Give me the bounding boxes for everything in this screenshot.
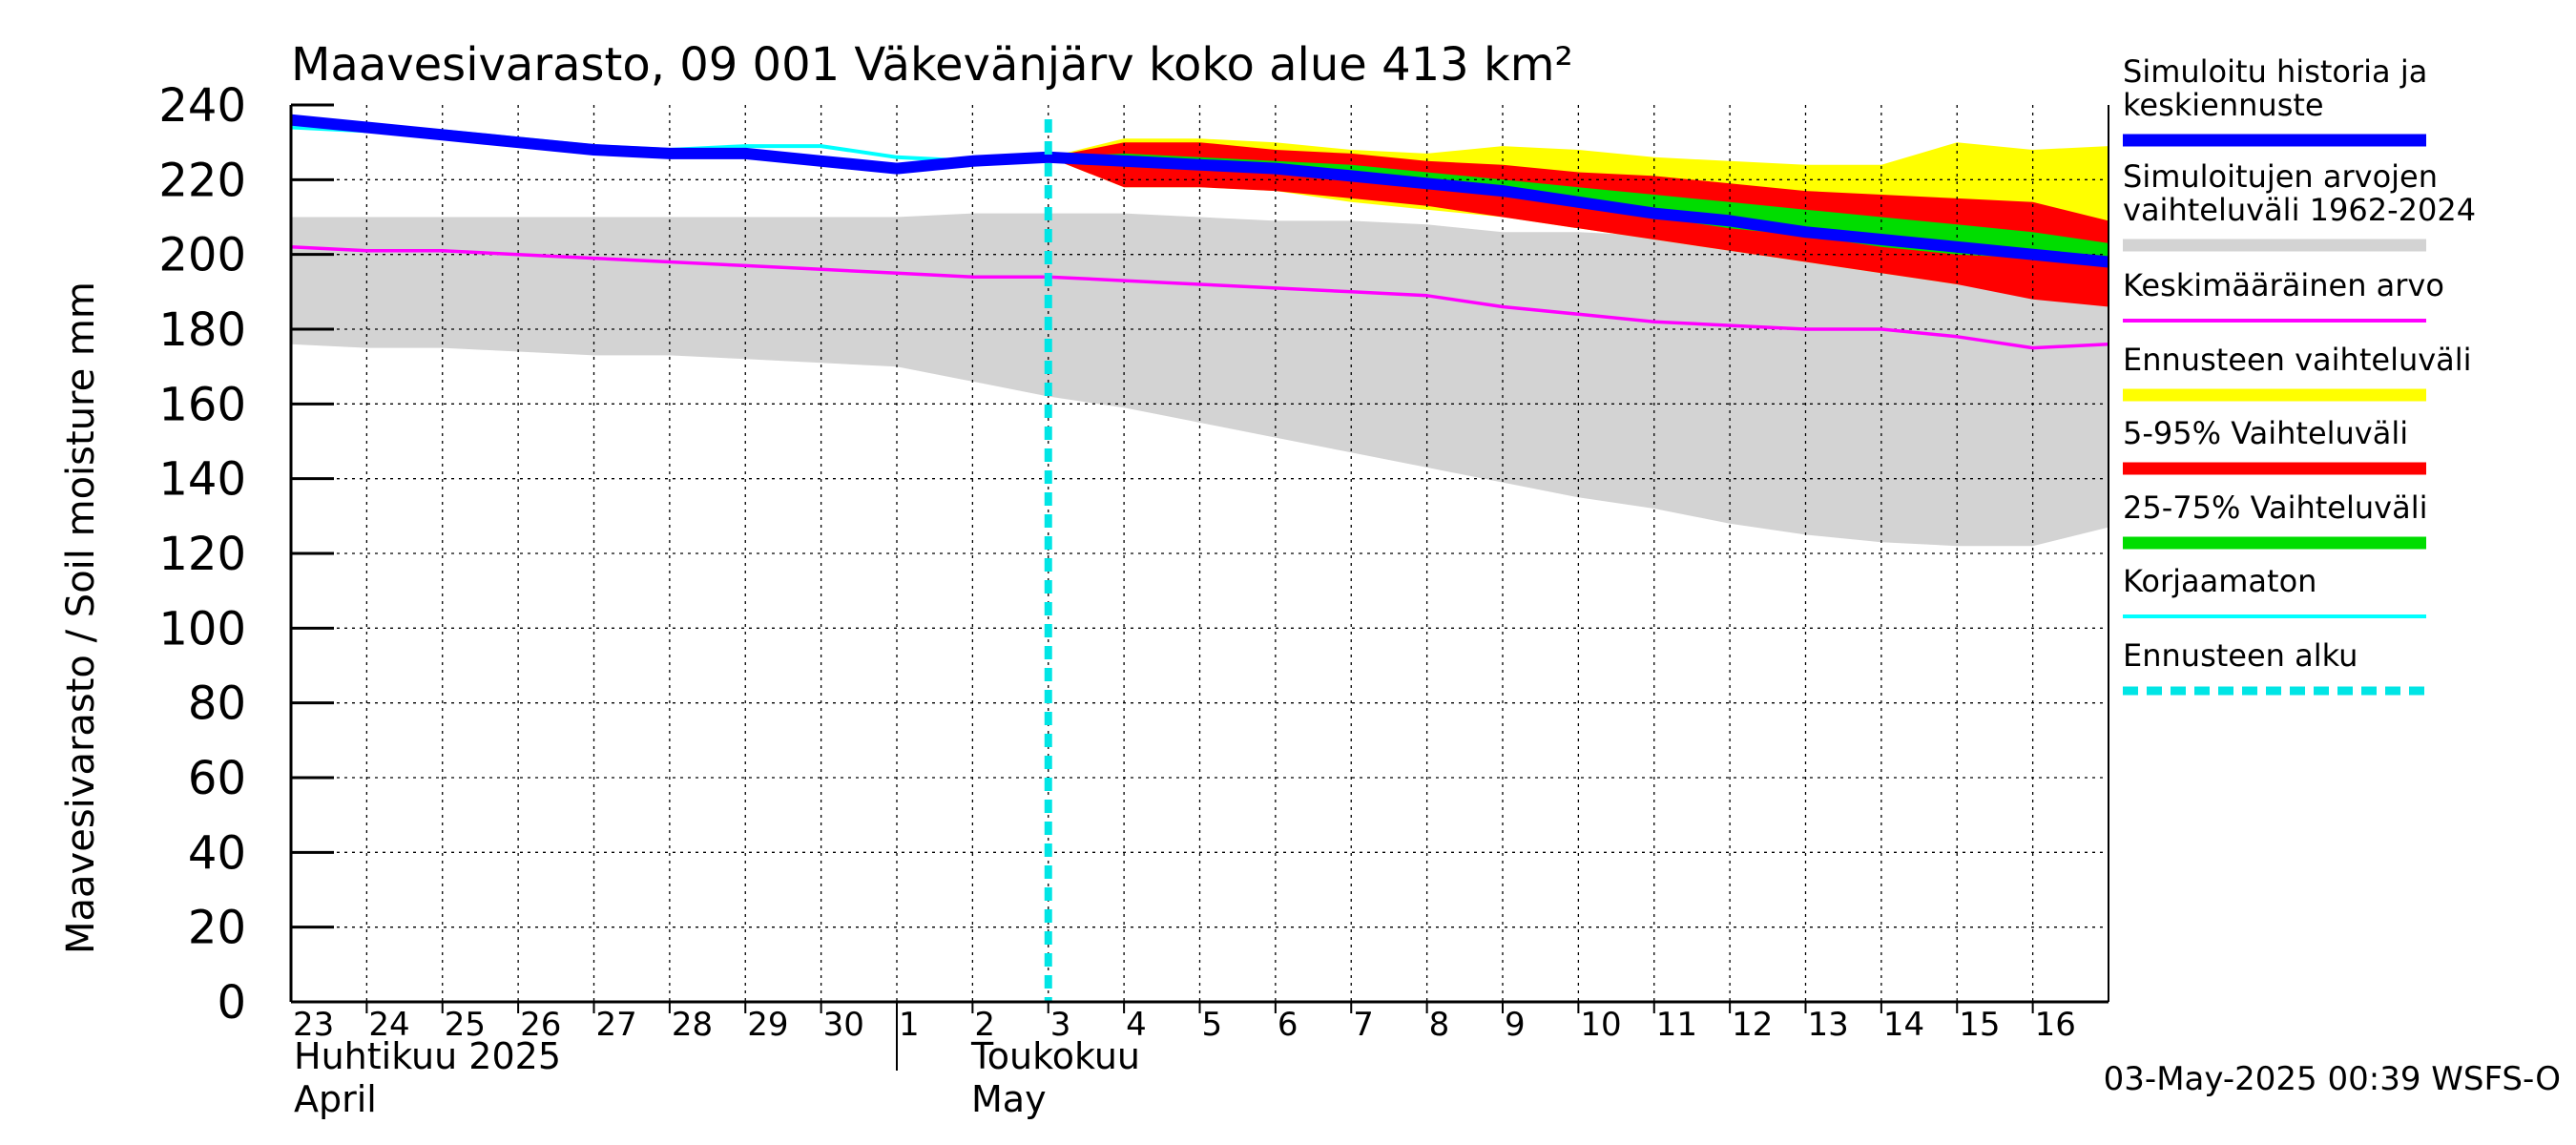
legend-item: 25-75% Vaihteluväli	[2123, 489, 2427, 550]
day-label: 10	[1580, 1006, 1621, 1044]
y-tick-label: 160	[158, 378, 246, 431]
month-label-may-fi: Toukokuu	[970, 1035, 1140, 1077]
y-axis-ticks: 0 20 40 60 80 100 120 140 160 180 200 220 240	[158, 79, 334, 1030]
series-lines	[290, 114, 2109, 1002]
day-label: 26	[520, 1006, 561, 1044]
x-axis-ticks: 23 24 25 26 27 28 29 30 1 2 3 4 5 6 7 8 9 10 11 12 13 14 15 16	[293, 1002, 2076, 1071]
legend-label: 5-95% Vaihteluväli	[2123, 415, 2408, 451]
day-label: 4	[1126, 1006, 1147, 1044]
day-label: 13	[1808, 1006, 1849, 1044]
month-label-april-en: April	[294, 1078, 377, 1120]
day-label: 24	[368, 1006, 409, 1044]
y-tick-label: 0	[217, 976, 246, 1030]
day-label: 11	[1656, 1006, 1697, 1044]
y-tick-label: 80	[188, 677, 246, 731]
y-tick-label: 180	[158, 303, 246, 357]
legend-label: Ennusteen vaihteluväli	[2123, 342, 2472, 378]
month-label-april-fi: Huhtikuu 2025	[294, 1035, 561, 1077]
p5-95-band	[1048, 142, 2109, 307]
footer-timestamp: 03-May-2025 00:39 WSFS-O	[2104, 1060, 2561, 1098]
legend-item: 5-95% Vaihteluväli	[2123, 415, 2426, 475]
y-tick-label: 140	[158, 453, 246, 507]
day-label: 6	[1278, 1006, 1298, 1044]
y-tick-label: 40	[188, 826, 246, 880]
day-label: 7	[1353, 1006, 1374, 1044]
y-axis-label: Maavesivarasto / Soil moisture mm	[59, 281, 103, 954]
y-tick-label: 20	[188, 902, 246, 955]
day-label: 8	[1429, 1006, 1450, 1044]
legend-item: Korjaamaton	[2123, 563, 2426, 618]
mean-line	[290, 245, 2109, 350]
legend-label: 25-75% Vaihteluväli	[2123, 489, 2427, 526]
day-label: 1	[899, 1006, 920, 1044]
day-label: 27	[596, 1006, 637, 1044]
legend-label: Keskimääräinen arvo	[2123, 267, 2444, 303]
legend-item: Ennusteen vaihteluväli	[2123, 342, 2472, 402]
day-label: 29	[747, 1006, 788, 1044]
day-label: 16	[2035, 1006, 2076, 1044]
day-label: 15	[1959, 1006, 2000, 1044]
y-tick-label: 200	[158, 229, 246, 282]
legend: Simuloitu historia jakeskiennusteSimuloi…	[2123, 53, 2476, 696]
y-tick-label: 100	[158, 602, 246, 656]
day-label: 25	[445, 1006, 486, 1044]
y-tick-label: 120	[158, 528, 246, 581]
legend-label: Simuloitu historia ja	[2123, 53, 2427, 90]
y-tick-label: 220	[158, 154, 246, 207]
simulated-line	[290, 114, 2109, 268]
day-label: 3	[1050, 1006, 1071, 1044]
legend-item: Ennusteen alku	[2123, 637, 2426, 696]
day-label: 28	[672, 1006, 713, 1044]
day-label: 5	[1202, 1006, 1223, 1044]
month-label-may-en: May	[971, 1078, 1047, 1120]
legend-label: Korjaamaton	[2123, 563, 2316, 599]
chart-title: Maavesivarasto, 09 001 Väkevänjärv koko …	[291, 38, 1573, 92]
grid-lines	[291, 105, 2109, 1002]
day-label: 23	[293, 1006, 334, 1044]
legend-label: Ennusteen alku	[2123, 637, 2358, 674]
legend-label: keskiennuste	[2123, 87, 2324, 123]
day-label: 12	[1732, 1006, 1773, 1044]
day-label: 2	[974, 1006, 995, 1044]
legend-label: vaihteluväli 1962-2024	[2123, 192, 2476, 228]
day-label: 30	[823, 1006, 864, 1044]
y-tick-label: 60	[188, 752, 246, 805]
day-label: 14	[1883, 1006, 1924, 1044]
day-label: 9	[1505, 1006, 1526, 1044]
legend-label: Simuloitujen arvojen	[2123, 158, 2438, 195]
legend-item: Keskimääräinen arvo	[2123, 267, 2444, 323]
y-tick-label: 240	[158, 79, 246, 133]
